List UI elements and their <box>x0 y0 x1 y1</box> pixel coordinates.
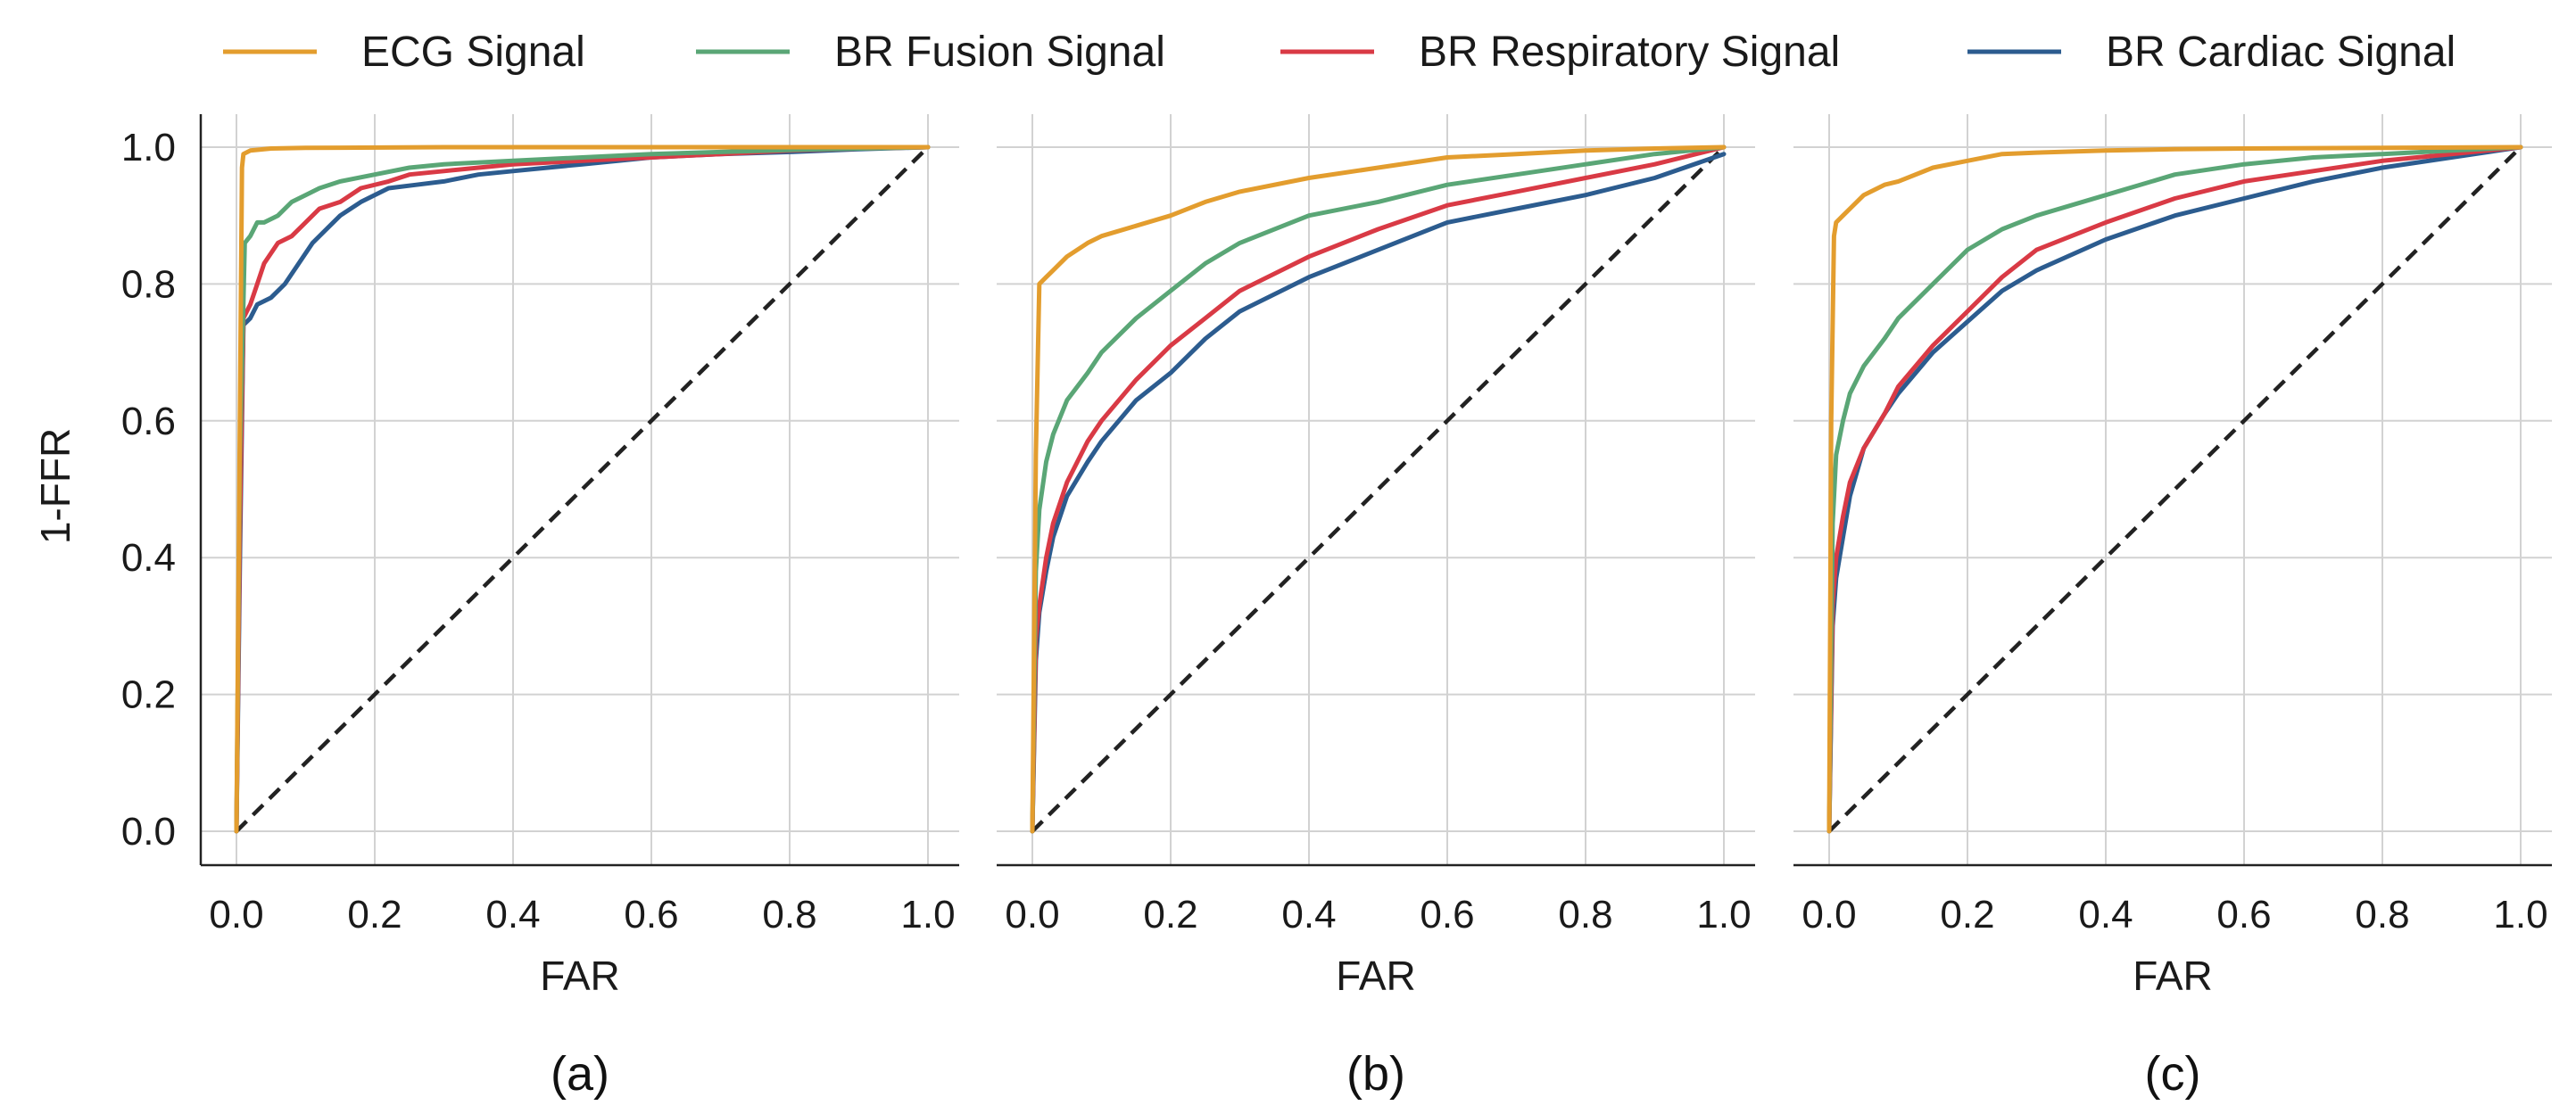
x-axis-title: FAR <box>540 953 619 999</box>
y-tick-label: 0.8 <box>121 262 176 306</box>
legend-item-ecg-signal: ECG Signal <box>223 29 585 76</box>
x-tick-label: 0.2 <box>1940 893 1994 937</box>
x-tick-label: 0.0 <box>1005 893 1059 937</box>
legend-item-br-respiratory-signal: BR Respiratory Signal <box>1280 29 1840 76</box>
x-tick-label: 0.8 <box>1558 893 1612 937</box>
y-tick-label: 1.0 <box>121 126 176 169</box>
x-tick-label: 0.2 <box>347 893 402 937</box>
series-line-ecg-signal <box>234 144 931 834</box>
legend-item-br-fusion-signal: BR Fusion Signal <box>696 29 1165 76</box>
x-tick-label: 1.0 <box>1696 893 1751 937</box>
legend-label: ECG Signal <box>361 29 585 76</box>
x-tick-label: 0.0 <box>1802 893 1856 937</box>
series-line-br-respiratory-signal <box>1030 144 1727 834</box>
y-tick-label: 0.4 <box>121 536 176 580</box>
panel-a: 0.0 0.2 0.4 0.6 0.8 1.0 0.0 0.2 0.4 0.6 0.8 1.0 FAR (… <box>121 114 959 1101</box>
x-tick-label: 0.6 <box>1420 893 1474 937</box>
legend-label: BR Fusion Signal <box>834 29 1165 76</box>
legend-item-br-cardiac-signal: BR Cardiac Signal <box>1967 29 2456 76</box>
y-tick-label: 0.6 <box>121 400 176 443</box>
x-tick-label: 0.6 <box>2216 893 2271 937</box>
x-tick-label: 0.4 <box>485 893 540 937</box>
diagonal-chance-line <box>235 145 930 833</box>
series-line-ecg-signal <box>1030 144 1727 834</box>
y-tick-label: 0.0 <box>121 810 176 854</box>
x-tick-label: 0.0 <box>209 893 263 937</box>
panel-caption: (b) <box>1346 1047 1405 1101</box>
x-tick-label: 0.8 <box>762 893 816 937</box>
series-line-br-respiratory-signal <box>234 144 931 834</box>
grid <box>997 114 1755 865</box>
x-tick-label: 0.2 <box>1143 893 1197 937</box>
x-tick-label: 0.6 <box>624 893 678 937</box>
legend-label: BR Respiratory Signal <box>1419 29 1840 76</box>
grid <box>201 114 959 865</box>
x-tick-label: 0.8 <box>2355 893 2409 937</box>
legend-label: BR Cardiac Signal <box>2106 29 2456 76</box>
series-line-br-respiratory-signal <box>1826 144 2523 834</box>
x-tick-label: 0.4 <box>2078 893 2133 937</box>
series-line-br-fusion-signal <box>1030 144 1727 834</box>
panels: 0.0 0.2 0.4 0.6 0.8 1.0 0.0 0.2 0.4 0.6 0.8 1.0 FAR (… <box>121 114 2552 1101</box>
panel-caption: (c) <box>2145 1047 2201 1101</box>
series-line-br-fusion-signal <box>1826 144 2523 834</box>
panel-b: 0.0 0.2 0.4 0.6 0.8 1.0 FAR (b) <box>997 114 1755 1101</box>
x-tick-label: 0.4 <box>1281 893 1336 937</box>
panel-c: 0.0 0.2 0.4 0.6 0.8 1.0 FAR (c) <box>1793 114 2552 1101</box>
x-axis-title: FAR <box>1336 953 1415 999</box>
panel-caption: (a) <box>551 1047 609 1101</box>
series-line-br-fusion-signal <box>234 144 931 834</box>
x-tick-label: 1.0 <box>2493 893 2547 937</box>
diagonal-chance-line <box>1827 145 2522 833</box>
x-axis-title: FAR <box>2133 953 2212 999</box>
y-axis-title: 1-FFR <box>32 428 79 544</box>
y-tick-label: 0.2 <box>121 673 176 717</box>
series-line-ecg-signal <box>1826 144 2523 834</box>
series-line-br-cardiac-signal <box>1826 144 2523 834</box>
legend: ECG Signal BR Fusion Signal BR Respiratory… <box>223 29 2456 76</box>
grid <box>1793 114 2552 865</box>
x-tick-label: 1.0 <box>900 893 955 937</box>
